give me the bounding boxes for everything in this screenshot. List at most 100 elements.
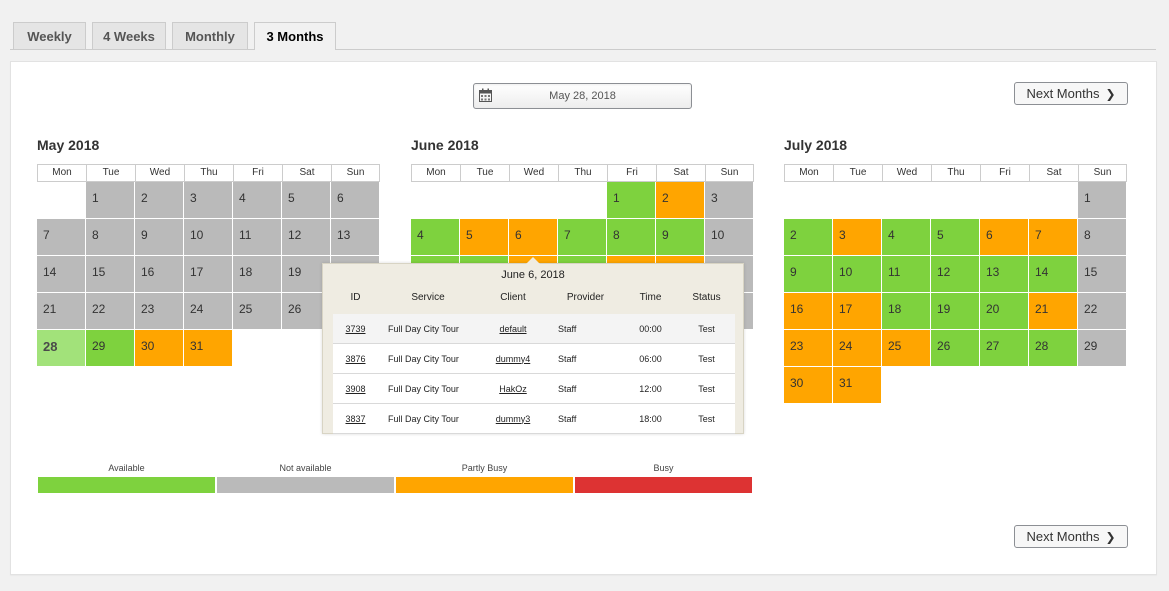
day-cell[interactable]: 9 [784,256,833,293]
day-cell[interactable]: 1 [86,182,135,219]
day-cell[interactable]: 15 [86,256,135,293]
calendar-icon[interactable] [479,88,492,102]
empty-day-cell [460,182,509,219]
day-cell[interactable]: 14 [1029,256,1078,293]
day-cell[interactable]: 21 [1029,293,1078,330]
day-cell[interactable]: 6 [331,182,380,219]
day-cell[interactable]: 11 [233,219,282,256]
day-cell[interactable]: 29 [1078,330,1127,367]
provider-cell: Staff [558,413,577,424]
day-cell[interactable]: 28 [37,330,86,367]
status-cell: Test [698,353,715,364]
day-cell[interactable]: 10 [833,256,882,293]
day-cell[interactable]: 29 [86,330,135,367]
tab-weekly[interactable]: Weekly [13,22,86,49]
day-cell[interactable]: 1 [1078,182,1127,219]
day-cell[interactable]: 27 [980,330,1029,367]
status-cell: Test [698,413,715,424]
client-link[interactable]: HakOz [499,383,527,394]
day-cell[interactable]: 13 [980,256,1029,293]
day-cell[interactable]: 24 [184,293,233,330]
day-cell[interactable]: 8 [86,219,135,256]
day-cell[interactable]: 17 [184,256,233,293]
day-cell[interactable]: 6 [980,219,1029,256]
tab-3-months[interactable]: 3 Months [254,22,336,50]
day-cell[interactable]: 5 [460,219,509,256]
day-cell[interactable]: 15 [1078,256,1127,293]
day-cell[interactable]: 28 [1029,330,1078,367]
day-cell[interactable]: 22 [86,293,135,330]
client-link[interactable]: dummy4 [495,353,531,364]
day-cell[interactable]: 26 [931,330,980,367]
day-cell[interactable]: 3 [184,182,233,219]
day-cell[interactable]: 12 [282,219,331,256]
day-cell[interactable]: 7 [558,219,607,256]
day-cell[interactable]: 7 [1029,219,1078,256]
day-cell[interactable]: 3 [705,182,754,219]
day-cell[interactable]: 2 [135,182,184,219]
day-cell[interactable]: 24 [833,330,882,367]
day-cell[interactable]: 5 [931,219,980,256]
client-link[interactable]: dummy3 [495,413,531,424]
day-cell[interactable]: 18 [882,293,931,330]
day-cell[interactable]: 31 [833,367,882,404]
legend-swatch [216,476,395,494]
empty-day-cell [882,367,931,404]
day-cell[interactable]: 18 [233,256,282,293]
day-cell[interactable]: 17 [833,293,882,330]
day-cell[interactable]: 14 [37,256,86,293]
day-cell[interactable]: 30 [135,330,184,367]
day-cell[interactable]: 3 [833,219,882,256]
day-cell[interactable]: 19 [931,293,980,330]
day-cell[interactable]: 7 [37,219,86,256]
day-cell[interactable]: 25 [233,293,282,330]
day-cell[interactable]: 30 [784,367,833,404]
booking-id-link[interactable]: 3837 [345,413,366,424]
day-cell[interactable]: 8 [607,219,656,256]
tab-monthly[interactable]: Monthly [172,22,248,49]
day-cell[interactable]: 8 [1078,219,1127,256]
service-cell: Full Day City Tour [388,323,459,334]
day-cell[interactable]: 4 [233,182,282,219]
day-cell[interactable]: 2 [784,219,833,256]
day-cell[interactable]: 4 [882,219,931,256]
day-cell[interactable]: 1 [607,182,656,219]
day-cell[interactable]: 9 [135,219,184,256]
day-cell[interactable]: 25 [882,330,931,367]
tab-4-weeks[interactable]: 4 Weeks [92,22,166,49]
day-cell[interactable]: 9 [656,219,705,256]
day-cell[interactable]: 20 [980,293,1029,330]
day-cell[interactable]: 23 [135,293,184,330]
day-cell[interactable]: 2 [656,182,705,219]
booking-id-link[interactable]: 3908 [345,383,366,394]
day-cell[interactable]: 23 [784,330,833,367]
popup-table-body: 3739 Full Day City Tour default Staff 00… [333,314,735,434]
weekday-label: Tue [833,164,882,182]
date-picker-field[interactable]: May 28, 2018 [473,83,692,109]
week-row: 4 5 6 7 8 9 10 [411,219,754,256]
day-cell[interactable]: 11 [882,256,931,293]
day-cell[interactable]: 16 [135,256,184,293]
day-cell[interactable]: 31 [184,330,233,367]
day-cell[interactable]: 10 [184,219,233,256]
day-cell[interactable]: 22 [1078,293,1127,330]
day-cell[interactable]: 5 [282,182,331,219]
day-cell[interactable]: 6 [509,219,558,256]
day-cell[interactable]: 4 [411,219,460,256]
legend-item: Busy [574,462,753,494]
day-cell[interactable]: 16 [784,293,833,330]
booking-id-link[interactable]: 3739 [345,323,366,334]
day-cell[interactable]: 10 [705,219,754,256]
col-header-status: Status [692,292,721,303]
booking-id-link[interactable]: 3876 [345,353,366,364]
next-months-label: Next Months [1026,86,1100,101]
client-link[interactable]: default [499,323,527,334]
day-cell[interactable]: 12 [931,256,980,293]
table-row: 3739 Full Day City Tour default Staff 00… [333,314,735,344]
time-cell: 06:00 [639,353,662,364]
day-cell[interactable]: 21 [37,293,86,330]
next-months-button-bottom[interactable]: Next Months ❯ [1014,525,1128,548]
day-cell[interactable]: 13 [331,219,380,256]
next-months-button-top[interactable]: Next Months ❯ [1014,82,1128,105]
